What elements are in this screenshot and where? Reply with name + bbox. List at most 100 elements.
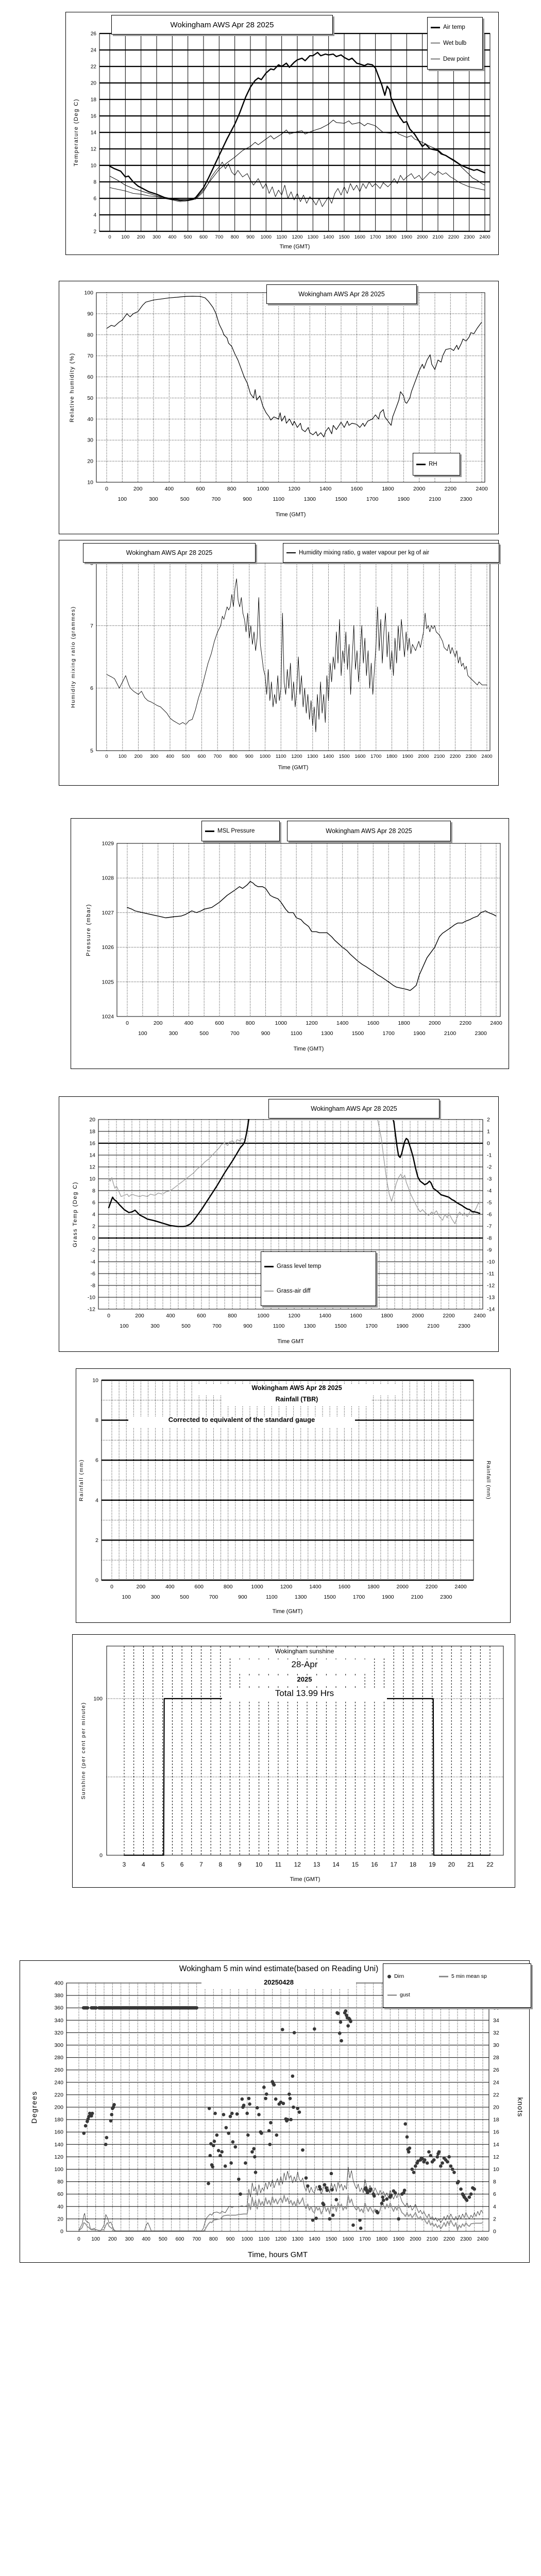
svg-text:80: 80 bbox=[57, 2179, 63, 2185]
svg-text:2300: 2300 bbox=[466, 754, 477, 759]
svg-text:1400: 1400 bbox=[336, 1020, 349, 1026]
svg-text:Pressure (mbar): Pressure (mbar) bbox=[86, 904, 92, 956]
svg-text:1700: 1700 bbox=[359, 2236, 371, 2242]
svg-text:300: 300 bbox=[54, 2042, 63, 2048]
legend-label: Air temp bbox=[443, 24, 465, 31]
svg-text:1029: 1029 bbox=[102, 841, 114, 847]
svg-text:800: 800 bbox=[229, 754, 238, 759]
svg-text:21: 21 bbox=[467, 1861, 475, 1868]
svg-text:1300: 1300 bbox=[303, 1323, 316, 1329]
svg-text:240: 240 bbox=[54, 2079, 63, 2086]
svg-text:100: 100 bbox=[93, 1696, 103, 1702]
msl-pressure-line-swatch-icon bbox=[205, 830, 214, 832]
svg-text:100: 100 bbox=[138, 1030, 147, 1037]
wind-chart-panel: 0 100 200 300 400 500 600 700 800 900 1000 1100 1200… bbox=[20, 1960, 531, 2263]
rainfall-chart-panel: 0 100 200 300 400 500 600 700 800 900 1000 1100 1200… bbox=[76, 1368, 511, 1623]
sunshine-chart-year: 2025 bbox=[248, 1675, 361, 1686]
svg-text:2000: 2000 bbox=[396, 1584, 409, 1590]
legend-item-grass-level-temp: Grass level temp bbox=[264, 1263, 373, 1269]
svg-text:1200: 1200 bbox=[292, 234, 302, 240]
svg-text:2100: 2100 bbox=[427, 1323, 439, 1329]
svg-text:2000: 2000 bbox=[410, 2236, 421, 2242]
svg-text:10: 10 bbox=[493, 2166, 499, 2173]
svg-text:knots: knots bbox=[516, 2097, 525, 2117]
svg-text:2300: 2300 bbox=[475, 1030, 487, 1037]
svg-text:1800: 1800 bbox=[398, 1020, 410, 1026]
svg-text:1700: 1700 bbox=[353, 1594, 365, 1600]
svg-text:2200: 2200 bbox=[426, 1584, 438, 1590]
chart-title-text: Wokingham AWS Apr 28 2025 bbox=[311, 1105, 397, 1112]
svg-text:2100: 2100 bbox=[427, 2236, 438, 2242]
svg-text:22: 22 bbox=[91, 64, 97, 70]
svg-text:200: 200 bbox=[133, 486, 143, 492]
svg-text:6: 6 bbox=[180, 1861, 184, 1868]
svg-text:300: 300 bbox=[125, 2236, 134, 2242]
svg-text:30: 30 bbox=[87, 437, 93, 444]
svg-text:2400: 2400 bbox=[479, 234, 490, 240]
svg-text:300: 300 bbox=[153, 234, 161, 240]
svg-text:20: 20 bbox=[89, 1117, 95, 1123]
svg-text:400: 400 bbox=[168, 234, 176, 240]
svg-text:180: 180 bbox=[54, 2117, 63, 2123]
svg-text:40: 40 bbox=[57, 2204, 63, 2210]
svg-text:0: 0 bbox=[107, 1313, 110, 1319]
svg-text:8: 8 bbox=[95, 1417, 98, 1423]
svg-text:Grass Temp (Deg C): Grass Temp (Deg C) bbox=[72, 1181, 78, 1247]
legend-item-gust: gust bbox=[387, 1992, 439, 1998]
svg-text:1900: 1900 bbox=[393, 2236, 405, 2242]
svg-text:2400: 2400 bbox=[454, 1584, 467, 1590]
rainfall-correction-note: Corrected to equivalent of the standard … bbox=[128, 1416, 355, 1428]
svg-text:1300: 1300 bbox=[292, 2236, 304, 2242]
svg-text:-7: -7 bbox=[487, 1224, 492, 1230]
svg-text:18: 18 bbox=[410, 1861, 417, 1868]
svg-text:Time (GMT): Time (GMT) bbox=[294, 1046, 324, 1052]
svg-text:1400: 1400 bbox=[319, 1313, 331, 1319]
svg-text:2100: 2100 bbox=[434, 754, 445, 759]
svg-text:1500: 1500 bbox=[352, 1030, 364, 1037]
svg-text:1300: 1300 bbox=[304, 496, 316, 502]
svg-text:0: 0 bbox=[99, 1853, 103, 1859]
svg-text:200: 200 bbox=[108, 2236, 117, 2242]
svg-text:700: 700 bbox=[215, 234, 223, 240]
svg-text:1200: 1200 bbox=[291, 754, 302, 759]
svg-text:70: 70 bbox=[87, 353, 93, 359]
svg-text:10: 10 bbox=[89, 1176, 95, 1182]
svg-text:4: 4 bbox=[93, 213, 96, 218]
svg-text:300: 300 bbox=[150, 1323, 160, 1329]
legend-item-mean-speed: 5 min mean sp bbox=[439, 1973, 527, 1979]
svg-text:2000: 2000 bbox=[412, 1313, 424, 1319]
svg-text:1900: 1900 bbox=[413, 1030, 426, 1037]
svg-text:1100: 1100 bbox=[266, 1594, 278, 1600]
relative-humidity-legend: RH bbox=[413, 453, 460, 476]
svg-text:200: 200 bbox=[54, 2105, 63, 2111]
chart-subtitle-text: Rainfall (TBR) bbox=[275, 1396, 318, 1403]
svg-text:80: 80 bbox=[87, 332, 93, 338]
svg-text:1000: 1000 bbox=[251, 1584, 263, 1590]
rainfall-chart-subtitle: Rainfall (TBR) bbox=[222, 1396, 371, 1406]
svg-text:-9: -9 bbox=[487, 1247, 492, 1253]
svg-text:Time, hours GMT: Time, hours GMT bbox=[248, 2250, 308, 2259]
svg-text:2200: 2200 bbox=[450, 754, 461, 759]
svg-text:-10: -10 bbox=[487, 1259, 495, 1265]
legend-label: Grass level temp bbox=[277, 1263, 322, 1269]
svg-text:60: 60 bbox=[87, 374, 93, 380]
svg-text:2400: 2400 bbox=[477, 2236, 489, 2242]
svg-text:Rainfall (mm): Rainfall (mm) bbox=[485, 1461, 492, 1499]
svg-text:1900: 1900 bbox=[401, 234, 412, 240]
svg-text:0: 0 bbox=[108, 234, 111, 240]
svg-text:Time (GMT): Time (GMT) bbox=[278, 765, 309, 771]
svg-text:8: 8 bbox=[90, 561, 93, 567]
svg-text:12: 12 bbox=[493, 2154, 499, 2160]
svg-text:40: 40 bbox=[87, 416, 93, 422]
svg-text:1200: 1200 bbox=[306, 1020, 318, 1026]
svg-text:1800: 1800 bbox=[376, 2236, 388, 2242]
svg-text:140: 140 bbox=[54, 2142, 63, 2148]
svg-text:-8: -8 bbox=[487, 1235, 492, 1242]
legend-label: Dew point bbox=[443, 56, 470, 62]
svg-text:1400: 1400 bbox=[323, 754, 334, 759]
svg-text:-10: -10 bbox=[88, 1295, 95, 1301]
date-text: 20250428 bbox=[264, 1978, 294, 1986]
wind-chart-title: Wokingham 5 min wind estimate(based on R… bbox=[104, 1964, 454, 1976]
svg-text:500: 500 bbox=[184, 234, 192, 240]
svg-text:1400: 1400 bbox=[319, 486, 332, 492]
